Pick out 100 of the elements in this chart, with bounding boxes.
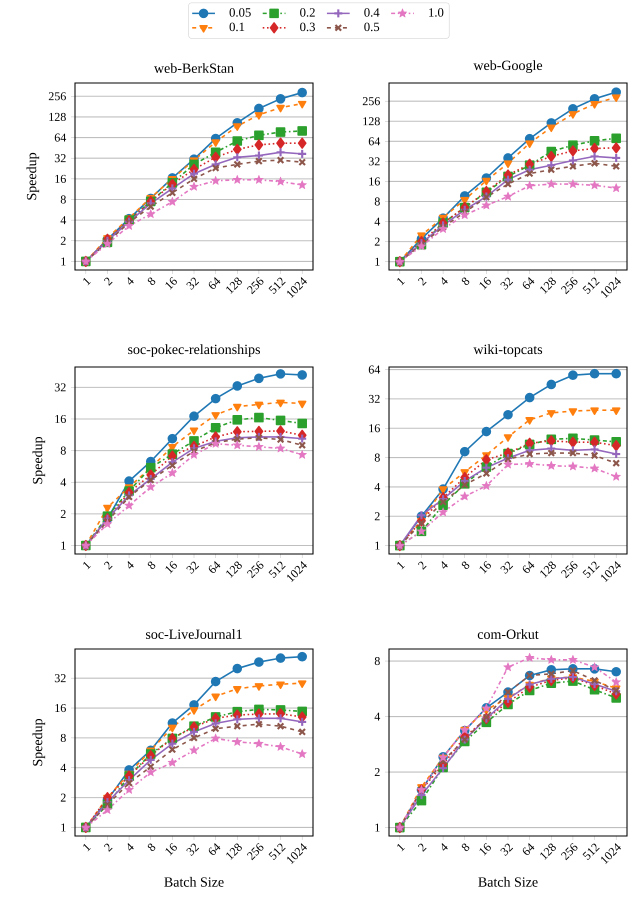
y-tick-label: 16: [369, 177, 380, 186]
legend-label: 0.2: [300, 8, 315, 17]
chart-title: wiki-topcats: [473, 344, 542, 357]
x-tick-label: 8: [148, 278, 156, 286]
y-tick-label: 1: [375, 542, 380, 550]
y-tick-label: 32: [368, 394, 380, 403]
y-axis-title: Speedup: [32, 436, 46, 484]
x-tick-label: 8: [462, 562, 470, 570]
x-tick-label: 256: [560, 560, 578, 578]
y-tick-label: 8: [374, 197, 380, 206]
x-tick-label: 512: [582, 278, 600, 294]
y-tick-label: 8: [60, 195, 66, 204]
x-tick-label: 16: [480, 560, 491, 574]
legend-label: 0.3: [300, 22, 315, 32]
x-tick-label: 8: [148, 844, 156, 852]
x-tick-label: 128: [540, 278, 556, 294]
x-tick-label: 512: [268, 278, 286, 294]
x-tick-label: 64: [522, 277, 534, 289]
y-axis-title: Speedup: [26, 152, 40, 200]
y-tick-label: 32: [54, 154, 66, 162]
x-tick-label: 64: [208, 843, 220, 855]
y-tick-label: 128: [49, 112, 66, 121]
chart-title: web-BerkStan: [154, 63, 234, 73]
y-tick-label: 64: [368, 366, 380, 374]
x-tick-label: 128: [540, 844, 556, 860]
x-axis-title: Batch Size: [164, 876, 224, 887]
y-tick-label: 1: [375, 824, 380, 832]
x-tick-label: 64: [522, 561, 534, 573]
y-tick-label: 16: [55, 704, 66, 712]
chart-title: soc-pokec-relationships: [128, 344, 260, 357]
y-tick-label: 256: [362, 97, 380, 106]
x-tick-label: 32: [500, 278, 514, 290]
chart-title: com-Orkut: [478, 629, 539, 639]
x-tick-label: 256: [560, 842, 578, 860]
x-tick-label: 4: [442, 277, 448, 285]
y-tick-label: 4: [60, 216, 66, 224]
y-tick-label: 32: [54, 674, 66, 682]
y-tick-label: 32: [368, 157, 380, 166]
x-tick-label: 32: [186, 278, 200, 290]
x-tick-label: 32: [186, 844, 200, 856]
x-tick-label: 32: [500, 562, 514, 574]
x-tick-label: 128: [226, 844, 242, 860]
y-tick-label: 2: [60, 510, 66, 518]
y-tick-label: 8: [374, 454, 380, 462]
y-tick-label: 2: [60, 236, 66, 245]
y-tick-label: 128: [363, 117, 380, 126]
y-tick-label: 16: [369, 424, 380, 432]
x-tick-label: 64: [208, 561, 220, 573]
x-tick-label: 2: [104, 844, 113, 852]
x-tick-label: 8: [462, 278, 470, 286]
x-tick-label: 256: [246, 842, 264, 860]
x-tick-label: 8: [462, 844, 470, 852]
x-axis-title: Batch Size: [478, 876, 538, 887]
x-tick-label: 256: [246, 276, 264, 294]
x-tick-label: 64: [522, 843, 534, 855]
y-tick-label: 2: [60, 794, 66, 802]
x-tick-label: 512: [582, 844, 600, 860]
y-tick-label: 2: [374, 512, 380, 520]
x-tick-label: 1: [83, 844, 91, 852]
y-tick-label: 256: [48, 92, 66, 100]
y-tick-label: 4: [374, 218, 380, 226]
x-tick-label: 8: [148, 562, 156, 570]
chart-title: web-Google: [473, 60, 542, 73]
y-tick-label: 16: [55, 174, 66, 183]
legend-label: 0.5: [364, 22, 380, 32]
y-tick-label: 1: [61, 257, 66, 266]
x-tick-label: 16: [166, 276, 177, 290]
x-tick-label: 1: [397, 562, 405, 570]
y-tick-label: 16: [55, 414, 66, 424]
x-tick-label: 1: [83, 278, 91, 286]
y-tick-label: 1: [375, 258, 380, 266]
x-tick-label: 4: [442, 561, 448, 569]
y-tick-label: 2: [374, 768, 380, 776]
y-axis-title: Speedup: [32, 718, 46, 766]
y-tick-label: 64: [368, 137, 380, 146]
x-tick-label: 2: [104, 562, 113, 570]
y-tick-label: 1: [61, 542, 66, 550]
x-tick-label: 2: [418, 278, 427, 286]
x-tick-label: 4: [128, 561, 134, 569]
x-tick-label: 16: [166, 560, 177, 574]
chart-title: soc-LiveJournal1: [146, 629, 242, 639]
y-tick-label: 8: [60, 446, 66, 455]
legend-label: 0.1: [230, 22, 244, 32]
x-tick-label: 1: [397, 844, 405, 852]
x-tick-label: 4: [128, 843, 134, 851]
legend-label: 0.05: [230, 8, 251, 17]
y-tick-label: 8: [60, 734, 66, 742]
x-tick-label: 4: [442, 843, 448, 851]
y-tick-label: 4: [60, 478, 66, 486]
legend-label: 0.4: [364, 8, 380, 17]
y-tick-label: 2: [374, 238, 380, 246]
y-tick-label: 8: [374, 656, 380, 666]
x-tick-label: 32: [186, 562, 200, 574]
x-tick-label: 512: [268, 562, 286, 578]
y-tick-label: 1: [61, 823, 66, 832]
x-tick-label: 256: [560, 276, 578, 294]
x-tick-label: 4: [128, 277, 134, 285]
x-tick-label: 128: [226, 562, 242, 578]
x-tick-label: 1: [83, 562, 91, 570]
x-tick-label: 64: [208, 277, 220, 289]
